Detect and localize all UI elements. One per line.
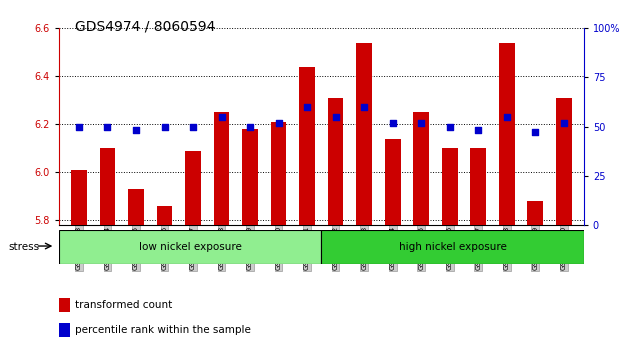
Point	[188, 124, 198, 129]
Point	[330, 114, 340, 120]
Point	[102, 124, 112, 129]
Point	[388, 120, 397, 125]
Bar	[499, 43, 515, 225]
Point	[245, 124, 255, 129]
Point	[359, 104, 369, 110]
Bar	[71, 170, 87, 225]
Text: high nickel exposure: high nickel exposure	[399, 242, 507, 252]
Bar	[242, 129, 258, 225]
Bar	[128, 189, 144, 225]
Point	[302, 104, 312, 110]
Bar	[214, 112, 229, 225]
Bar	[556, 98, 571, 225]
Bar	[356, 43, 372, 225]
Bar	[328, 98, 343, 225]
Text: transformed count: transformed count	[75, 300, 172, 310]
Point	[74, 124, 84, 129]
Text: GDS4974 / 8060594: GDS4974 / 8060594	[75, 19, 215, 34]
Point	[445, 124, 455, 129]
Text: percentile rank within the sample: percentile rank within the sample	[75, 325, 250, 335]
Bar	[470, 148, 486, 225]
Point	[530, 130, 540, 135]
Bar	[527, 201, 543, 225]
Point	[274, 120, 284, 125]
Bar	[299, 67, 315, 225]
Bar	[442, 148, 458, 225]
Point	[416, 120, 426, 125]
Bar	[59, 230, 322, 264]
Bar	[271, 122, 286, 225]
Bar	[156, 206, 173, 225]
Point	[502, 114, 512, 120]
Bar	[385, 138, 401, 225]
Bar	[99, 148, 116, 225]
Point	[473, 128, 483, 133]
Point	[160, 124, 170, 129]
Point	[559, 120, 569, 125]
Bar	[414, 112, 429, 225]
Bar	[322, 230, 584, 264]
Point	[217, 114, 227, 120]
Text: low nickel exposure: low nickel exposure	[138, 242, 242, 252]
Point	[131, 128, 141, 133]
Bar	[185, 150, 201, 225]
Text: stress: stress	[8, 242, 39, 252]
